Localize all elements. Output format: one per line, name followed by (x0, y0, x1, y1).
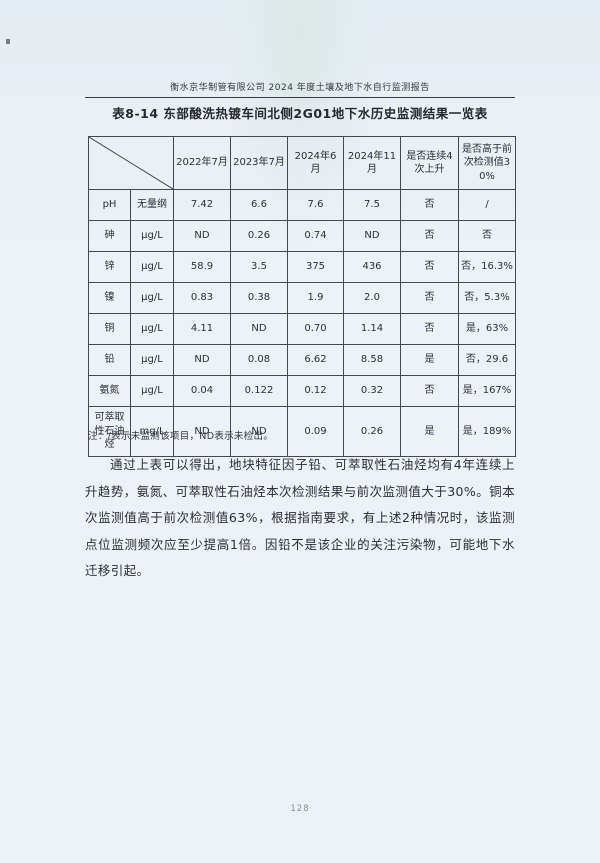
column-header-2024-06: 2024年6月 (287, 136, 344, 190)
exceed-flag-cell: 是，167% (458, 375, 516, 407)
value-cell-2022-07: 4.11 (173, 313, 231, 345)
diagonal-header-cell (88, 136, 174, 190)
value-cell-2023-07: 0.38 (230, 282, 288, 314)
value-cell-2024-06: 0.12 (287, 375, 344, 407)
unit-cell: μg/L (130, 251, 174, 283)
value-cell-2024-06: 7.6 (287, 189, 344, 221)
analysis-paragraph: 通过上表可以得出，地块特征因子铅、可萃取性石油烃均有4年连续上升趋势，氨氮、可萃… (85, 457, 515, 578)
exceed-flag-cell: 否 (458, 220, 516, 252)
table-row: 镍 μg/L 0.83 0.38 1.9 2.0 否否，5.3% (88, 282, 516, 314)
column-header-2023-07: 2023年7月 (230, 136, 288, 190)
value-cell-2023-07: ND (230, 313, 288, 345)
exceed-flag-cell: 是，189% (458, 406, 516, 457)
parameter-name-cell: 锌 (88, 251, 131, 283)
value-cell-2024-06: 1.9 (287, 282, 344, 314)
value-cell-2024-11: 0.32 (343, 375, 401, 407)
rising-flag-cell: 是 (400, 344, 459, 376)
rising-flag-cell: 否 (400, 313, 459, 345)
rising-flag-cell: 否 (400, 189, 459, 221)
value-cell-2024-11: 1.14 (343, 313, 401, 345)
unit-cell: μg/L (130, 282, 174, 314)
value-cell-2024-11: 7.5 (343, 189, 401, 221)
document-header: 衡水京华制管有限公司 2024 年度土壤及地下水自行监测报告 (85, 80, 515, 98)
value-cell-2024-11: 0.26 (343, 406, 401, 457)
scan-edge-mark (6, 39, 10, 44)
unit-cell: 无量纲 (130, 189, 174, 221)
value-cell-2022-07: 0.04 (173, 375, 231, 407)
parameter-name-cell: 铜 (88, 313, 131, 345)
exceed-flag-cell: 否，5.3% (458, 282, 516, 314)
unit-cell: μg/L (130, 313, 174, 345)
diagonal-line (89, 137, 173, 189)
table-header-row: 2022年7月 2023年7月 2024年6月 2024年11月 是否连续4次上… (88, 136, 516, 190)
column-header-2022-07: 2022年7月 (173, 136, 231, 190)
unit-cell: μg/L (130, 220, 174, 252)
exceed-flag-cell: 否，16.3% (458, 251, 516, 283)
value-cell-2024-06: 0.74 (287, 220, 344, 252)
column-header-2024-11: 2024年11月 (343, 136, 401, 190)
value-cell-2024-06: 6.62 (287, 344, 344, 376)
unit-cell: μg/L (130, 344, 174, 376)
table-row: 可萃取性石油烃 mg/L ND ND 0.09 0.26 是是，189% (88, 406, 516, 457)
unit-cell: μg/L (130, 375, 174, 407)
column-header-exceed: 是否高于前次检测值30% (458, 136, 516, 190)
table-body: pH 无量纲 7.42 6.6 7.6 7.5 否 / 砷 μg/L ND 0.26 0.74 ND 否否锌… (88, 189, 516, 457)
exceed-flag-cell: 是，63% (458, 313, 516, 345)
table-row: 砷 μg/L ND 0.26 0.74 ND 否否 (88, 220, 516, 252)
value-cell-2024-11: 2.0 (343, 282, 401, 314)
value-cell-2023-07: 0.122 (230, 375, 288, 407)
value-cell-2023-07: 6.6 (230, 189, 288, 221)
table-footnote: 注：/表示未监测该项目，ND表示未检出。 (88, 431, 274, 442)
rising-flag-cell: 否 (400, 220, 459, 252)
table-row: 铅 μg/L ND 0.08 6.62 8.58 是否，29.6 (88, 344, 516, 376)
parameter-name-cell: 可萃取性石油烃 (88, 406, 131, 457)
value-cell-2022-07: 58.9 (173, 251, 231, 283)
parameter-name-cell: pH (88, 189, 131, 221)
table-row: 锌 μg/L 58.9 3.5 375 436 否否，16.3% (88, 251, 516, 283)
value-cell-2023-07: 3.5 (230, 251, 288, 283)
value-cell-2023-07: 0.08 (230, 344, 288, 376)
table-row: pH 无量纲 7.42 6.6 7.6 7.5 否 / (88, 189, 516, 221)
table-row: 铜 μg/L 4.11 ND 0.70 1.14 否是，63% (88, 313, 516, 345)
value-cell-2024-06: 0.70 (287, 313, 344, 345)
exceed-flag-cell: 否，29.6 (458, 344, 516, 376)
rising-flag-cell: 是 (400, 406, 459, 457)
value-cell-2022-07: 7.42 (173, 189, 231, 221)
rising-flag-cell: 否 (400, 251, 459, 283)
monitoring-results-table: 2022年7月 2023年7月 2024年6月 2024年11月 是否连续4次上… (88, 136, 516, 457)
table-row: 氨氮 μg/L 0.04 0.122 0.12 0.32 否是，167% (88, 375, 516, 407)
rising-flag-cell: 否 (400, 375, 459, 407)
column-header-rising: 是否连续4次上升 (400, 136, 459, 190)
value-cell-2024-06: 375 (287, 251, 344, 283)
rising-flag-cell: 否 (400, 282, 459, 314)
exceed-flag-cell: / (458, 189, 516, 221)
value-cell-2022-07: 0.83 (173, 282, 231, 314)
parameter-name-cell: 铅 (88, 344, 131, 376)
parameter-name-cell: 氨氮 (88, 375, 131, 407)
page-number: 128 (290, 804, 310, 814)
unit-cell: mg/L (130, 406, 174, 457)
value-cell-2022-07: ND (173, 220, 231, 252)
table-title: 表8-14 东部酸洗热镀车间北侧2G01地下水历史监测结果一览表 (112, 106, 488, 121)
value-cell-2024-11: 8.58 (343, 344, 401, 376)
value-cell-2024-11: 436 (343, 251, 401, 283)
parameter-name-cell: 砷 (88, 220, 131, 252)
value-cell-2024-11: ND (343, 220, 401, 252)
parameter-name-cell: 镍 (88, 282, 131, 314)
value-cell-2022-07: ND (173, 344, 231, 376)
value-cell-2023-07: 0.26 (230, 220, 288, 252)
